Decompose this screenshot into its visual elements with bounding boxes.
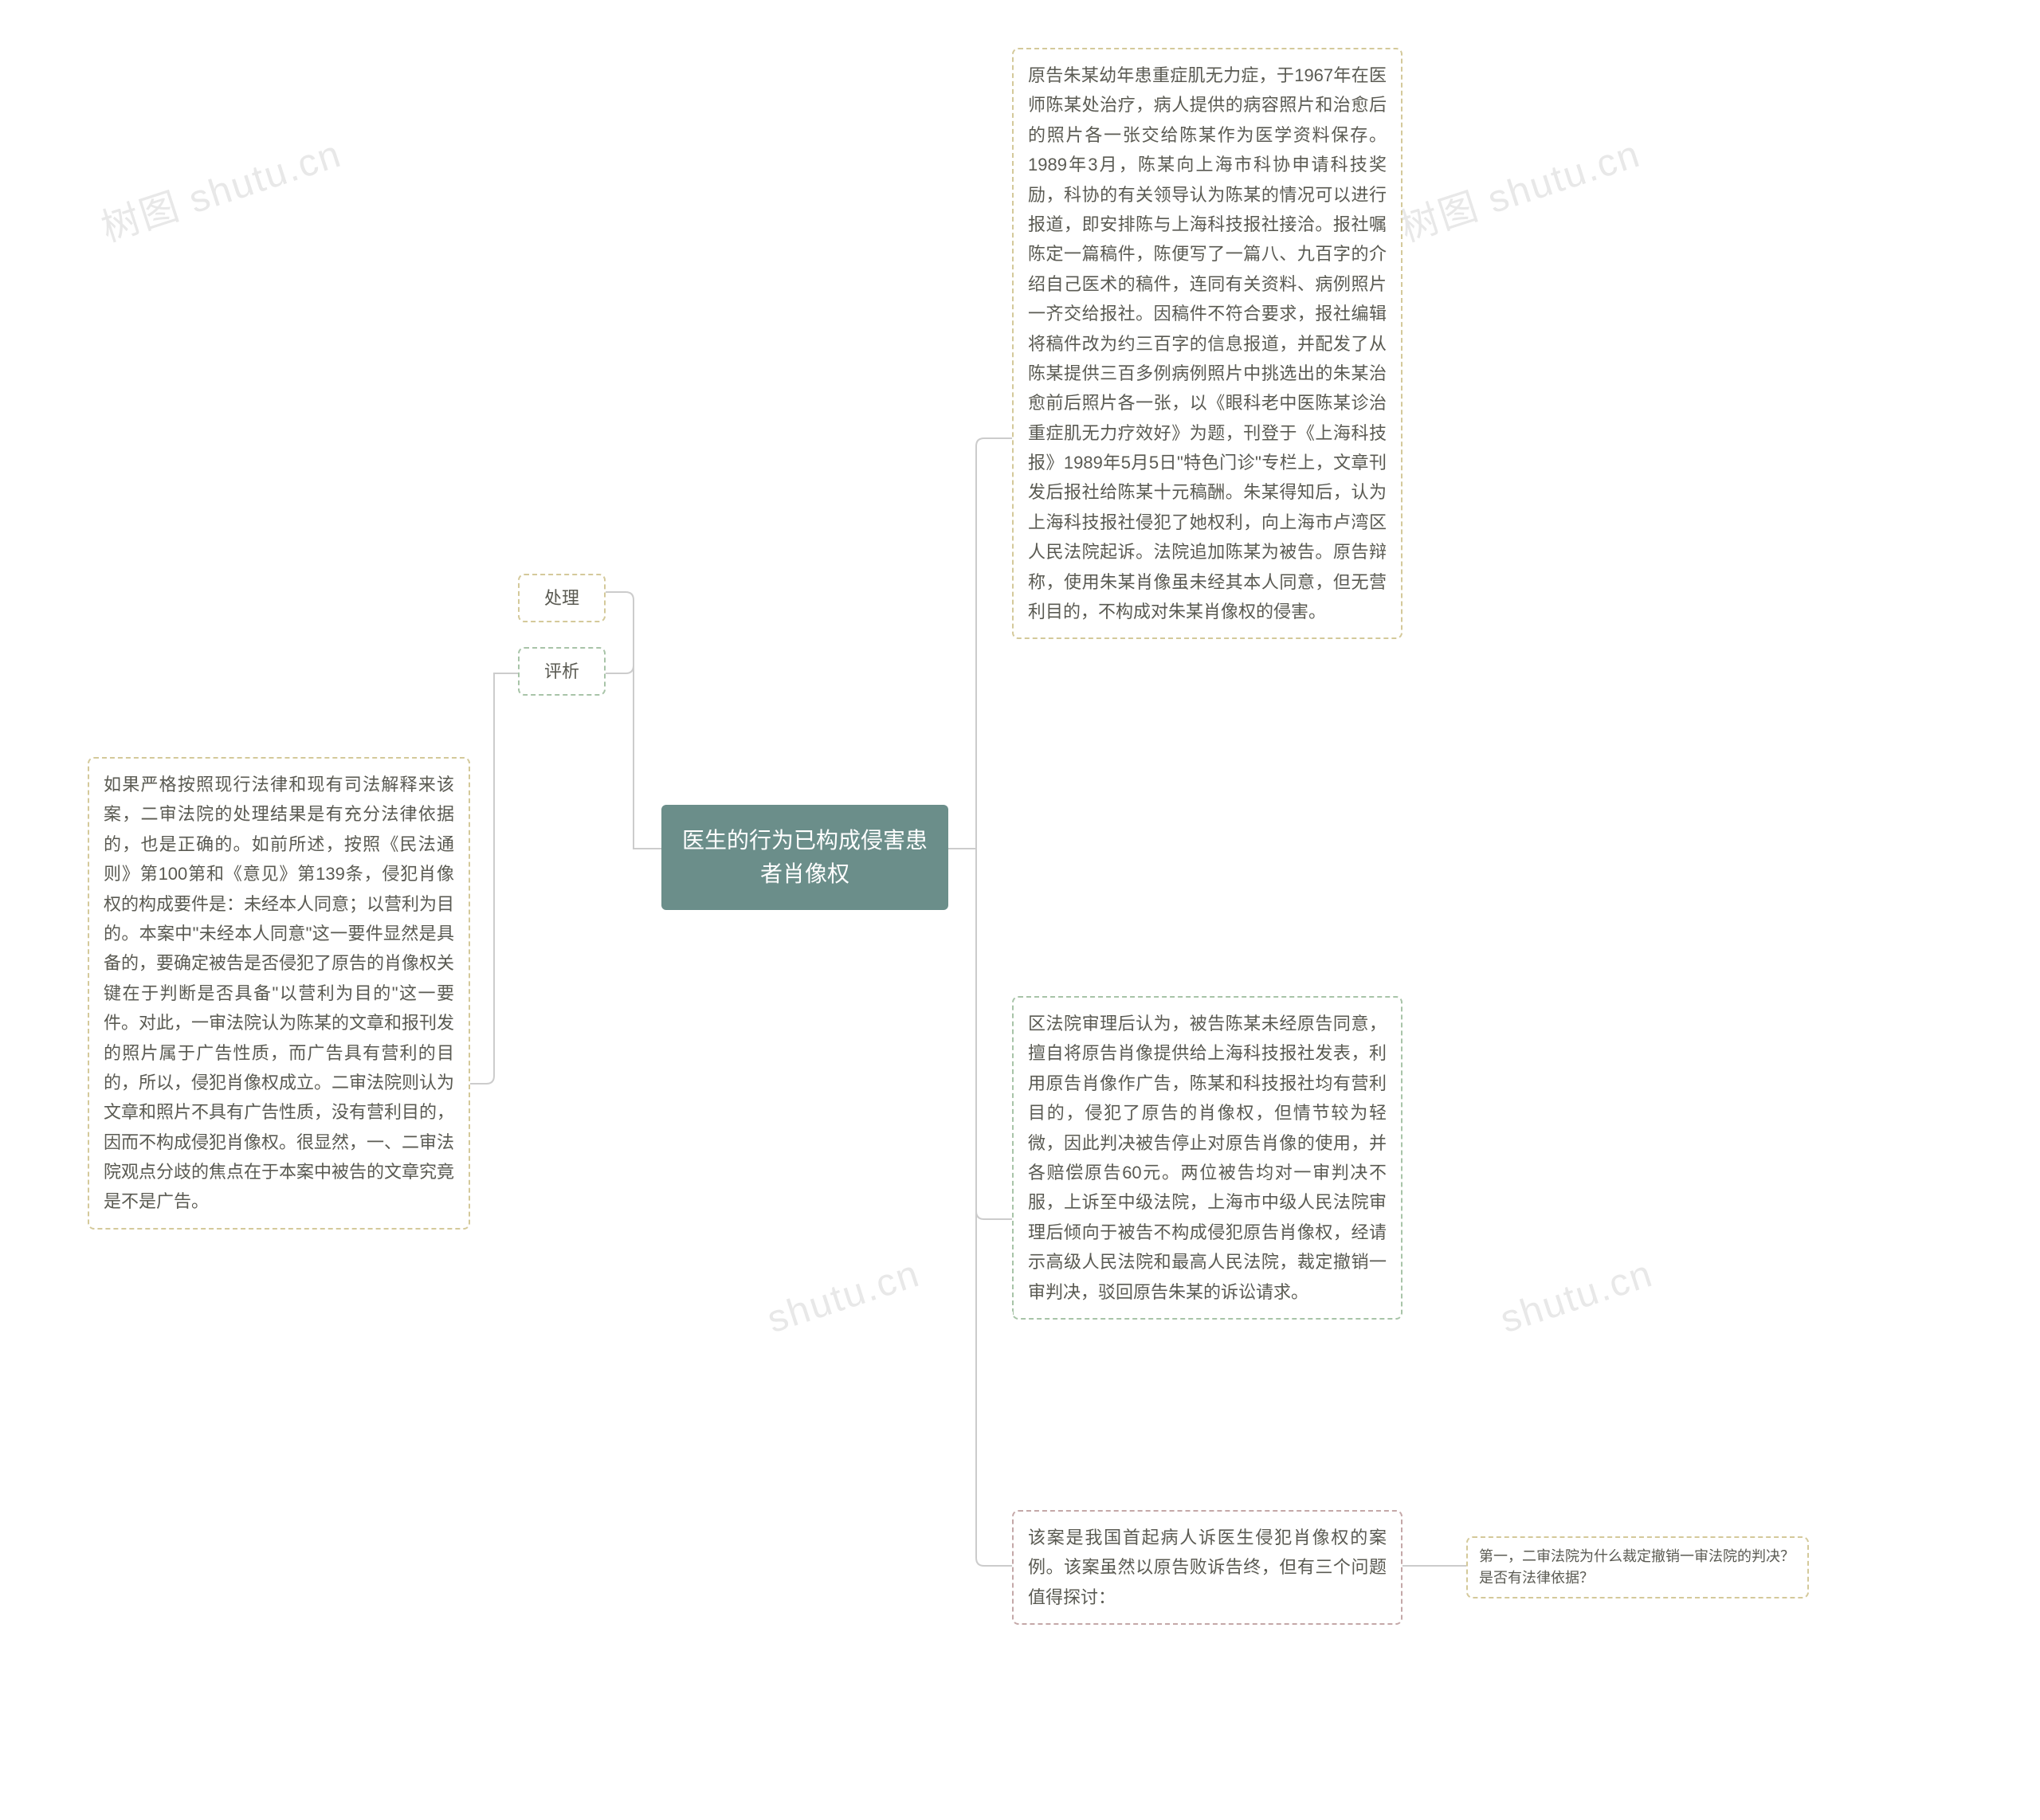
node-analysis-body: 如果严格按照现行法律和现有司法解释来该案，二审法院的处理结果是有充分法律依据的，… [88, 757, 470, 1230]
node-questions-intro: 该案是我国首起病人诉医生侵犯肖像权的案例。该案虽然以原告败诉告终，但有三个问题值… [1012, 1510, 1402, 1625]
node-analysis-label: 评析 [518, 647, 606, 696]
watermark: shutu.cn [1495, 1252, 1658, 1342]
watermark: 树图 shutu.cn [93, 122, 347, 252]
watermark: shutu.cn [762, 1252, 925, 1342]
node-facts: 原告朱某幼年患重症肌无力症，于1967年在医师陈某处治疗，病人提供的病容照片和治… [1012, 48, 1402, 639]
watermark: 树图 shutu.cn [1392, 122, 1646, 252]
node-question-1: 第一，二审法院为什么裁定撤销一审法院的判决？是否有法律依据？ [1466, 1536, 1809, 1598]
node-ruling: 区法院审理后认为，被告陈某未经原告同意，擅自将原告肖像提供给上海科技报社发表，利… [1012, 996, 1402, 1320]
node-processing: 处理 [518, 574, 606, 622]
center-title: 医生的行为已构成侵害患者肖像权 [661, 805, 948, 910]
